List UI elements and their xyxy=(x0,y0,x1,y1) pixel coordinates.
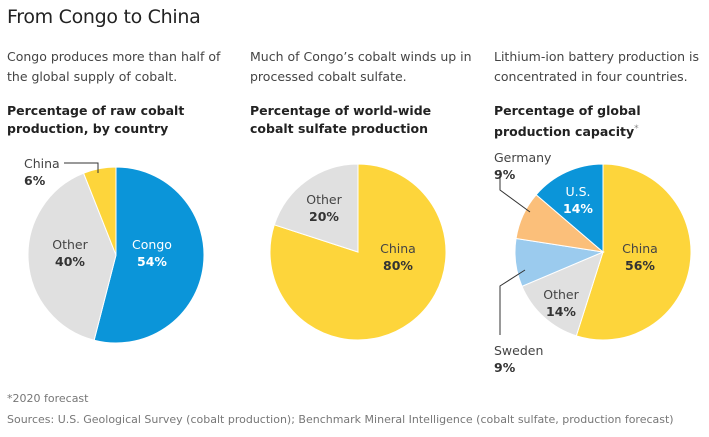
slice-label-name: Germany xyxy=(494,150,552,165)
footnote: *2020 forecast xyxy=(7,392,89,405)
panel-2-description: Much of Congo’s cobalt winds up in proce… xyxy=(250,49,472,84)
leader-line xyxy=(64,162,99,173)
slice-label: Other 20% xyxy=(306,191,342,225)
pie-slice-us xyxy=(535,163,604,254)
panel-3-description: Lithium-ion battery production is concen… xyxy=(494,49,700,84)
slice-label: Congo 54% xyxy=(132,236,172,270)
slice-label: Sweden 9% xyxy=(494,342,543,376)
slice-label-value: 9% xyxy=(494,360,516,375)
slice-label: China 56% xyxy=(622,240,658,274)
slice-label-name: Other xyxy=(52,237,88,252)
subtitle-text: Percentage of world-wide cobalt sulfate … xyxy=(250,103,432,136)
slice-label-name: Other xyxy=(543,287,579,302)
slice-label-value: 80% xyxy=(383,258,413,273)
slice-label-value: 6% xyxy=(24,173,46,188)
slice-label-name: China xyxy=(24,156,60,171)
slice-label: China 6% xyxy=(24,155,60,189)
slice-label-name: China xyxy=(622,241,658,256)
slice-label-value: 56% xyxy=(625,258,655,273)
pie-slice-other xyxy=(27,172,117,341)
slice-label-value: 9% xyxy=(494,167,516,182)
page-title: From Congo to China xyxy=(7,6,201,28)
slice-label-name: U.S. xyxy=(565,184,591,199)
subtitle-footnote-mark: * xyxy=(634,124,639,134)
panel-3-subtitle: Percentage of global production capacity… xyxy=(494,102,664,141)
subtitle-text: Percentage of global production capacity xyxy=(494,103,641,140)
leader-line xyxy=(499,269,526,335)
slice-label: U.S. 14% xyxy=(563,183,593,217)
panel-1-subtitle: Percentage of raw cobalt production, by … xyxy=(7,102,207,138)
pie-slice-china xyxy=(82,166,117,256)
panel-2-subtitle: Percentage of world-wide cobalt sulfate … xyxy=(250,102,440,138)
sources: Sources: U.S. Geological Survey (cobalt … xyxy=(7,413,674,426)
pie-slice-other xyxy=(521,251,604,337)
slice-label: China 80% xyxy=(380,240,416,274)
slice-label-value: 40% xyxy=(55,254,85,269)
leader-line xyxy=(499,170,531,213)
subtitle-text: Percentage of raw cobalt production, by … xyxy=(7,103,185,136)
panel-1-description: Congo produces more than half of the glo… xyxy=(7,49,221,84)
slice-label-value: 14% xyxy=(563,201,593,216)
pie-slice-congo xyxy=(93,166,205,344)
slice-label: Germany 9% xyxy=(494,149,551,183)
slice-label: Other 14% xyxy=(543,286,579,320)
slice-label-name: Other xyxy=(306,192,342,207)
pie-slice-china xyxy=(575,163,692,341)
slice-label-name: Sweden xyxy=(494,343,544,358)
slice-label-name: Congo xyxy=(132,237,172,252)
slice-label-value: 20% xyxy=(309,209,339,224)
slice-label-value: 14% xyxy=(546,304,576,319)
slice-label-value: 54% xyxy=(137,254,167,269)
slice-label-name: China xyxy=(380,241,416,256)
pie-slice-other xyxy=(273,163,359,253)
slice-label: Other 40% xyxy=(52,236,88,270)
